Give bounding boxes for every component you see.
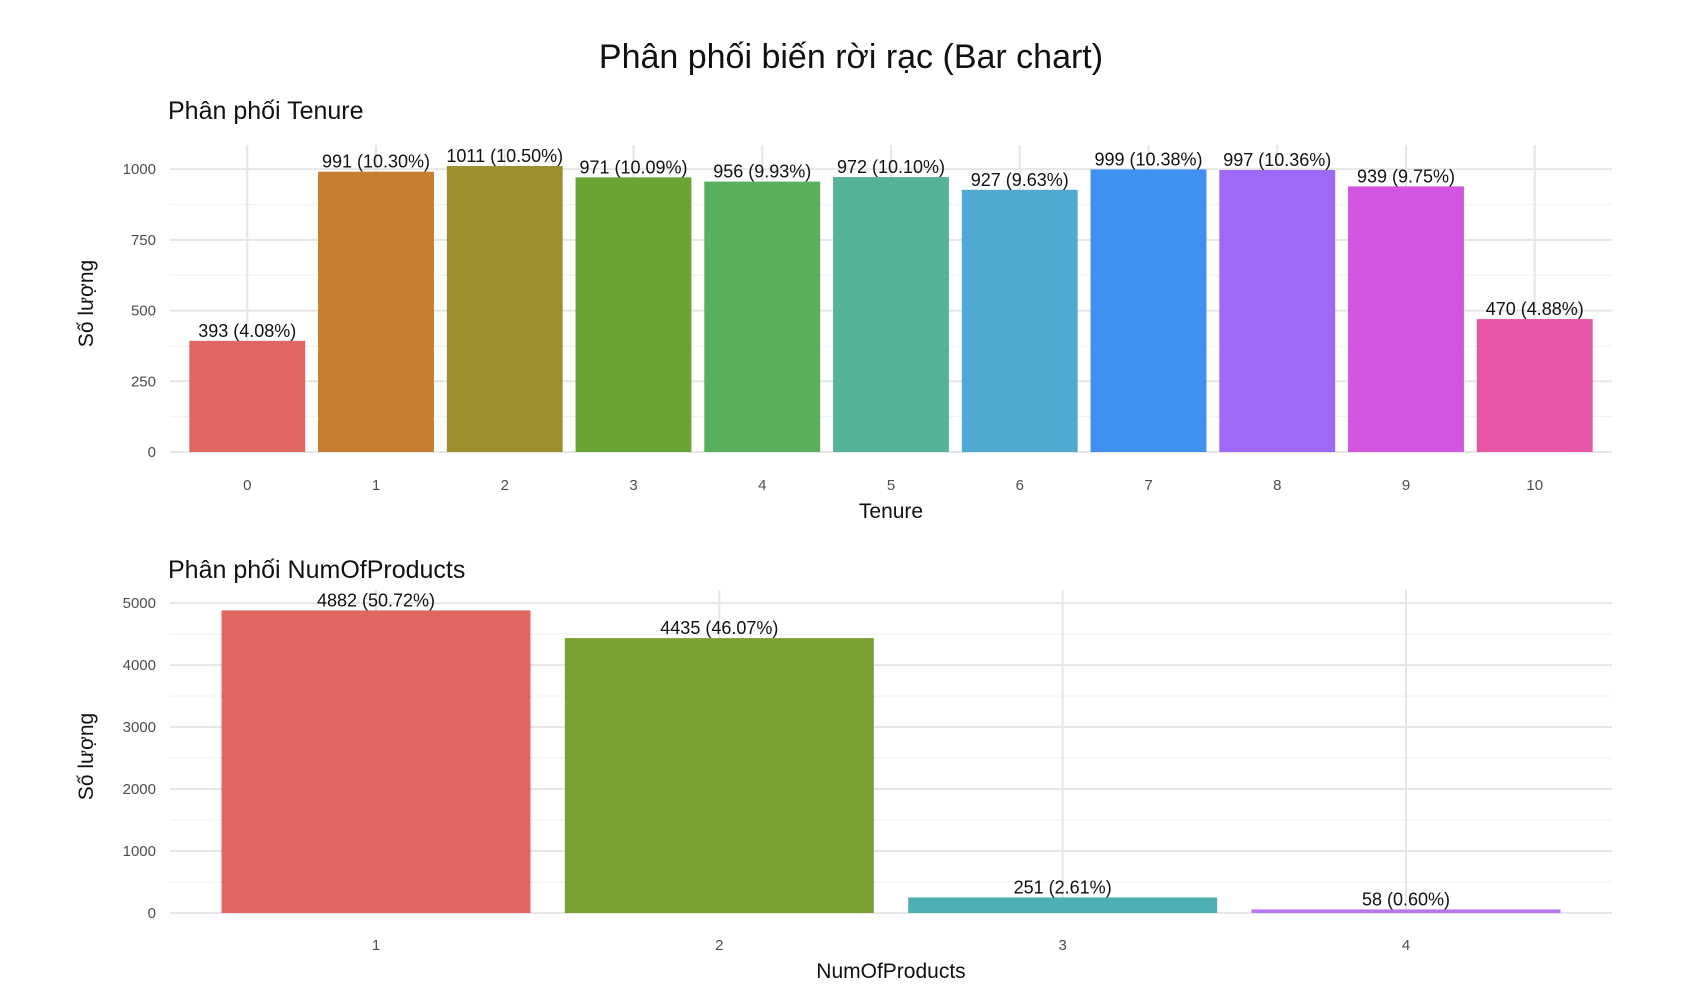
tenure-bar-10 — [1476, 319, 1593, 452]
numofproducts-data-label: 58 (0.60%) — [1362, 889, 1450, 909]
tenure-data-label: 927 (9.63%) — [971, 170, 1069, 190]
tenure-data-label: 972 (10.10%) — [837, 157, 945, 177]
tenure-x-tick-label: 1 — [372, 477, 380, 494]
numofproducts-x-tick-label: 4 — [1402, 937, 1410, 954]
tenure-y-tick-label: 0 — [148, 444, 156, 461]
tenure-x-tick-label: 2 — [501, 477, 509, 494]
numofproducts-y-tick-label: 4000 — [123, 657, 156, 674]
tenure-bar-2 — [446, 166, 563, 452]
tenure-data-label: 956 (9.93%) — [713, 162, 811, 182]
tenure-x-tick-label: 3 — [629, 477, 637, 494]
tenure-y-tick-label: 1000 — [123, 161, 156, 178]
numofproducts-chart: 0 1000 2000 3000 4000 5000 4882 (50.72%) 4435 (… — [75, 590, 1612, 983]
tenure-x-tick-label: 10 — [1526, 477, 1543, 494]
numofproducts-y-tick-label: 3000 — [123, 719, 156, 736]
tenure-x-tick-label: 5 — [887, 477, 895, 494]
numofproducts-y-tick-label: 5000 — [123, 595, 156, 612]
tenure-bar-8 — [1219, 169, 1336, 452]
tenure-bar-3 — [575, 177, 692, 453]
tenure-data-label: 999 (10.38%) — [1094, 149, 1202, 169]
numofproducts-bar-4 — [1251, 909, 1561, 913]
tenure-data-label: 470 (4.88%) — [1486, 299, 1584, 319]
numofproducts-y-tick-label: 2000 — [123, 781, 156, 798]
tenure-x-tick-label: 8 — [1273, 477, 1281, 494]
tenure-data-label: 393 (4.08%) — [198, 321, 296, 341]
tenure-data-label: 991 (10.30%) — [322, 152, 430, 172]
tenure-y-axis-title: Số lượng — [75, 260, 98, 347]
numofproducts-y-axis-title: Số lượng — [75, 713, 98, 800]
tenure-x-tick-label: 6 — [1016, 477, 1024, 494]
numofproducts-y-tick-label: 0 — [148, 905, 156, 922]
tenure-bar-1 — [318, 171, 434, 452]
tenure-x-tick-label: 9 — [1402, 477, 1410, 494]
numofproducts-x-axis-title: NumOfProducts — [816, 960, 965, 983]
tenure-x-tick-label: 4 — [758, 477, 766, 494]
tenure-data-label: 939 (9.75%) — [1357, 166, 1455, 186]
tenure-x-tick-label: 0 — [243, 477, 251, 494]
numofproducts-bar-2 — [564, 638, 874, 913]
numofproducts-bar-3 — [908, 897, 1218, 913]
main-title: Phân phối biến rời rạc (Bar chart) — [598, 38, 1104, 76]
tenure-data-label: 1011 (10.50%) — [446, 146, 563, 166]
tenure-bar-5 — [833, 177, 949, 452]
tenure-bar-9 — [1348, 186, 1464, 452]
tenure-x-tick-label: 7 — [1144, 477, 1152, 494]
numofproducts-data-label: 4435 (46.07%) — [660, 618, 778, 638]
tenure-y-tick-label: 500 — [131, 303, 156, 320]
numofproducts-x-tick-label: 3 — [1058, 937, 1066, 954]
numofproducts-y-tick-label: 1000 — [123, 843, 156, 860]
tenure-data-label: 997 (10.36%) — [1223, 150, 1331, 170]
tenure-bar-7 — [1090, 169, 1207, 452]
numofproducts-data-label: 4882 (50.72%) — [317, 590, 435, 610]
tenure-bar-4 — [704, 181, 821, 453]
numofproducts-x-tick-label: 2 — [715, 937, 723, 954]
tenure-x-axis-title: Tenure — [859, 500, 923, 523]
tenure-y-tick-label: 250 — [131, 373, 156, 390]
tenure-data-label: 971 (10.09%) — [579, 157, 687, 177]
numofproducts-bar-1 — [221, 610, 531, 913]
numofproducts-chart-title: Phân phối NumOfProducts — [168, 556, 466, 584]
numofproducts-x-tick-label: 1 — [372, 937, 380, 954]
tenure-bar-6 — [961, 189, 1078, 452]
tenure-bar-0 — [189, 340, 306, 452]
tenure-y-tick-label: 750 — [131, 232, 156, 249]
numofproducts-data-label: 251 (2.61%) — [1014, 877, 1112, 897]
tenure-chart-title: Phân phối Tenure — [168, 97, 364, 125]
